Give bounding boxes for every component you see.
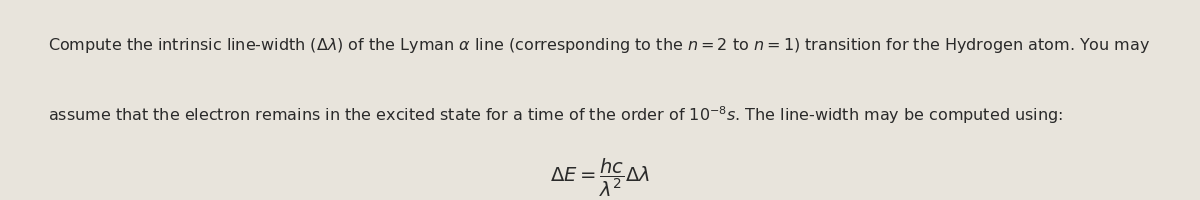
Text: assume that the electron remains in the excited state for a time of the order of: assume that the electron remains in the … bbox=[48, 104, 1063, 126]
Text: Compute the intrinsic line-width ($\Delta\lambda$) of the Lyman $\alpha$ line (c: Compute the intrinsic line-width ($\Delt… bbox=[48, 36, 1151, 55]
Text: $\Delta E = \dfrac{hc}{\lambda^2}\Delta\lambda$: $\Delta E = \dfrac{hc}{\lambda^2}\Delta\… bbox=[550, 156, 650, 199]
